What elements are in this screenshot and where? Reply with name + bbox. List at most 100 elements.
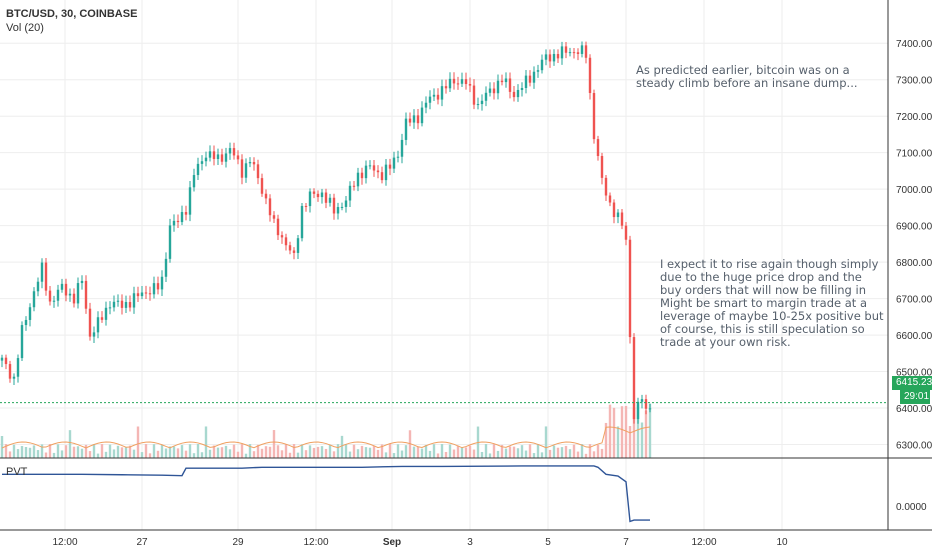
volume-bar xyxy=(44,452,48,458)
volume-bar xyxy=(164,448,168,458)
candle-body xyxy=(388,164,392,169)
candle-body xyxy=(248,162,252,164)
candle-body xyxy=(364,165,368,179)
volume-bar xyxy=(240,444,244,458)
volume-bar xyxy=(144,444,148,458)
volume-bars xyxy=(0,403,652,458)
volume-bar xyxy=(560,447,564,458)
candle-body xyxy=(100,317,104,320)
candle-body xyxy=(624,225,628,240)
candle-body xyxy=(368,165,372,167)
candle-body xyxy=(492,88,496,94)
candle-body xyxy=(20,325,24,359)
candle-body xyxy=(480,100,484,105)
volume-bar xyxy=(520,445,524,458)
volume-bar xyxy=(200,452,204,458)
candle-body xyxy=(172,220,176,226)
candle-body xyxy=(556,54,560,59)
candle-body xyxy=(456,83,460,85)
volume-bar xyxy=(168,446,172,458)
y-tick-label: 7400.00 xyxy=(896,39,932,50)
candle-body xyxy=(244,163,248,178)
volume-bar xyxy=(80,448,84,458)
candle-body xyxy=(648,408,652,410)
candle-body xyxy=(136,293,140,297)
volume-bar xyxy=(492,444,496,458)
volume-bar xyxy=(480,451,484,458)
y-tick-label: 7000.00 xyxy=(896,185,932,196)
volume-bar xyxy=(136,426,140,458)
y-tick-label: 6900.00 xyxy=(896,222,932,233)
candle-body xyxy=(560,46,564,59)
candle-body xyxy=(592,93,596,140)
candle-body xyxy=(340,206,344,208)
volume-bar xyxy=(632,408,636,458)
x-tick-label: 12:00 xyxy=(691,537,716,548)
volume-bar xyxy=(332,451,336,458)
candle-body xyxy=(452,78,456,84)
volume-bar xyxy=(340,435,344,458)
candle-body xyxy=(528,75,532,83)
volume-bar xyxy=(212,445,216,458)
volume-bar xyxy=(72,446,76,458)
volume-bar xyxy=(316,446,320,458)
candle-body xyxy=(272,215,276,219)
volume-bar xyxy=(112,449,116,458)
volume-bar xyxy=(88,451,92,458)
volume-bar xyxy=(344,444,348,458)
volume-bar xyxy=(4,444,8,458)
volume-bar xyxy=(392,453,396,458)
volume-bar xyxy=(456,445,460,458)
volume-bar xyxy=(488,453,492,458)
x-tick-label: 12:00 xyxy=(52,537,77,548)
y-tick-label: 6600.00 xyxy=(896,331,932,342)
volume-bar xyxy=(604,422,608,458)
candle-body xyxy=(52,300,56,302)
volume-bar xyxy=(296,452,300,458)
volume-bar xyxy=(176,448,180,458)
candle-body xyxy=(228,148,232,154)
volume-bar xyxy=(368,447,372,458)
volume-bar xyxy=(444,451,448,458)
candle-body xyxy=(348,185,352,201)
candle-body xyxy=(108,307,112,309)
volume-bar xyxy=(52,452,56,458)
volume-bar xyxy=(8,451,12,458)
volume-bar xyxy=(140,452,144,458)
pvt-legend[interactable]: PVT xyxy=(6,466,28,478)
volume-bar xyxy=(92,444,96,458)
volume-bar xyxy=(440,444,444,458)
candle-body xyxy=(316,193,320,198)
annotation-1: As predicted earlier, bitcoin was on a s… xyxy=(636,63,858,90)
volume-bar xyxy=(120,447,124,458)
candle-body xyxy=(96,317,100,333)
volume-bar xyxy=(300,444,304,458)
candle-body xyxy=(404,118,408,140)
volume-bar xyxy=(328,444,332,458)
volume-bar xyxy=(356,449,360,458)
volume-bar xyxy=(640,422,644,458)
volume-bar xyxy=(496,450,500,458)
candle-body xyxy=(300,205,304,239)
countdown-badge: 29:01 xyxy=(900,390,930,404)
volume-legend[interactable]: Vol (20) xyxy=(6,22,44,34)
volume-bar xyxy=(40,444,44,458)
candle-body xyxy=(320,192,324,198)
candle-body xyxy=(548,54,552,62)
candle-body xyxy=(124,302,128,308)
pvt-tick-label: 0.0000 xyxy=(896,502,927,513)
volume-bar xyxy=(600,448,604,458)
symbol-title[interactable]: BTC/USD, 30, COINBASE xyxy=(6,8,138,20)
volume-bar xyxy=(280,450,284,458)
volume-bar xyxy=(460,447,464,458)
candle-body xyxy=(412,115,416,123)
candle-body xyxy=(328,197,332,203)
candle-body xyxy=(580,45,584,54)
annotation-2: I expect it to rise again though simply … xyxy=(660,257,884,349)
volume-bar xyxy=(580,444,584,458)
volume-bar xyxy=(324,448,328,458)
candle-body xyxy=(204,157,208,162)
volume-bar xyxy=(196,444,200,458)
volume-bar xyxy=(224,445,228,458)
candle-body xyxy=(264,193,268,199)
